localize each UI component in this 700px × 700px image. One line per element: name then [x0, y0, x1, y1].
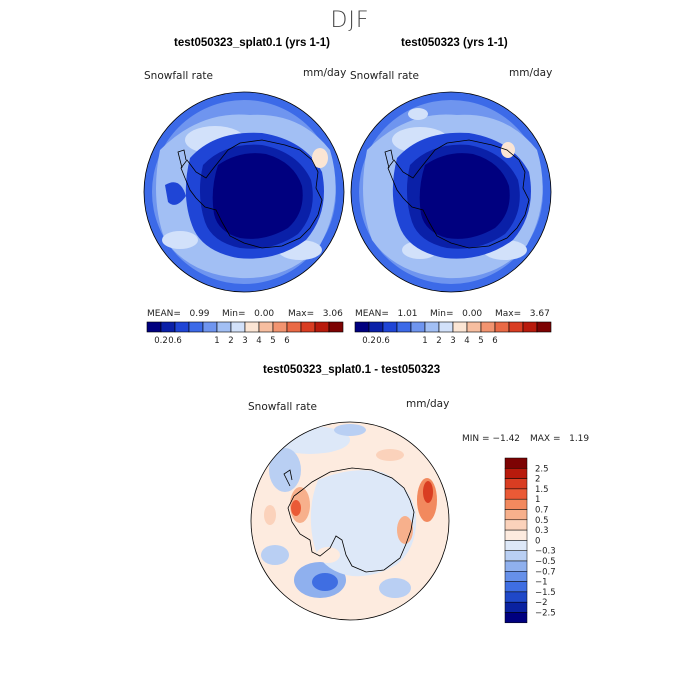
right-colorbar-box — [536, 321, 552, 333]
diff-colorbar-tick: 2 — [535, 475, 540, 485]
diff-colorbar-tick: −0.5 — [535, 557, 556, 567]
right-panel-title: test050323 (yrs 1-1) — [401, 37, 508, 49]
left-colorbar-tick: 3 — [242, 336, 247, 346]
left-colorbar-box — [188, 321, 204, 333]
diff-variable-label: Snowfall rate — [248, 401, 317, 413]
diff-colorbar-box — [504, 529, 528, 541]
diff-colorbar-tick: 0.7 — [535, 506, 549, 516]
left-colorbar-box — [174, 321, 190, 333]
left-colorbar-tick: 1 — [214, 336, 219, 346]
diff-colorbar-tick: −2.5 — [535, 609, 556, 619]
right-colorbar-box — [382, 321, 398, 333]
diff-units-label: mm/day — [406, 398, 450, 410]
diff-colorbar-tick: 1 — [535, 495, 540, 505]
diff-colorbar-box — [504, 581, 528, 593]
right-colorbar-box — [494, 321, 510, 333]
left-colorbar-box — [300, 321, 316, 333]
right-colorbar-tick: 5 — [478, 336, 483, 346]
diff-colorbar-box — [504, 591, 528, 603]
difference-panel-title: test050323_splat0.1 - test050323 — [263, 364, 441, 376]
diff-max-stat: MAX = 1.19 — [530, 434, 590, 444]
right-colorbar-box — [396, 321, 412, 333]
right-colorbar-box — [354, 321, 370, 333]
diff-min-stat: MIN = −1.42 — [462, 434, 521, 444]
right-snowfall-map — [350, 91, 552, 293]
right-variable-label: Snowfall rate — [350, 70, 419, 82]
left-colorbar-tick: 0.6 — [168, 336, 182, 346]
right-colorbar-tick: 0.6 — [376, 336, 390, 346]
right-colorbar-tick: 6 — [492, 336, 497, 346]
diff-colorbar-box — [504, 498, 528, 510]
right-colorbar-box — [452, 321, 468, 333]
diff-colorbar-box — [504, 468, 528, 479]
left-colorbar-box — [244, 321, 260, 333]
diff-colorbar-box — [504, 560, 528, 572]
diff-colorbar-tick: −1.5 — [535, 588, 556, 598]
right-colorbar-tick: 1 — [422, 336, 427, 346]
diff-colorbar-box — [504, 457, 528, 469]
left-panel-title: test050323_splat0.1 (yrs 1-1) — [174, 37, 330, 49]
diff-colorbar-tick: −2 — [535, 598, 548, 608]
left-colorbar-tick: 6 — [284, 336, 289, 346]
diff-colorbar-box — [504, 509, 528, 521]
right-colorbar-box — [466, 321, 482, 333]
right-colorbar-box — [424, 321, 440, 333]
left-colorbar-box — [160, 321, 176, 333]
diff-colorbar-box — [504, 519, 528, 531]
diff-colorbar-box — [504, 601, 528, 613]
right-colorbar-tick: 4 — [464, 336, 469, 346]
left-max-stat: Max= 3.06 — [288, 309, 343, 319]
left-colorbar-box — [146, 321, 162, 333]
right-colorbar-box — [522, 321, 538, 333]
right-min-stat: Min= 0.00 — [430, 309, 483, 319]
right-colorbar-box — [368, 321, 384, 333]
left-units-label: mm/day — [303, 67, 347, 79]
left-colorbar-tick: 4 — [256, 336, 261, 346]
right-colorbar-tick: 2 — [436, 336, 441, 346]
right-max-stat: Max= 3.67 — [495, 309, 550, 319]
right-colorbar-box — [410, 321, 426, 333]
diff-colorbar-box — [504, 540, 528, 551]
right-units-label: mm/day — [509, 67, 553, 79]
diff-colorbar-box — [504, 612, 528, 624]
left-mean-stat: MEAN= 0.99 — [147, 309, 210, 319]
left-colorbar-box — [216, 321, 232, 333]
right-colorbar-box — [438, 321, 454, 333]
diff-colorbar-tick: 0.5 — [535, 516, 549, 526]
diff-colorbar-tick: −0.3 — [535, 547, 556, 557]
left-colorbar-tick: 5 — [270, 336, 275, 346]
diff-colorbar-box — [504, 550, 528, 562]
left-min-stat: Min= 0.00 — [222, 309, 275, 319]
diff-colorbar-tick: −0.7 — [535, 567, 556, 577]
left-colorbar-box — [286, 321, 302, 333]
right-colorbar-tick: 3 — [450, 336, 455, 346]
left-colorbar-box — [258, 321, 274, 333]
left-colorbar-box — [328, 321, 344, 333]
right-mean-stat: MEAN= 1.01 — [355, 309, 418, 319]
diff-colorbar-box — [504, 571, 528, 582]
diff-colorbar-tick: 2.5 — [535, 464, 549, 474]
diff-colorbar-tick: −1 — [535, 578, 548, 588]
left-colorbar-tick: 0.2 — [154, 336, 168, 346]
right-colorbar-tick: 0.2 — [362, 336, 376, 346]
diff-colorbar-tick: 0.3 — [535, 526, 549, 536]
left-colorbar-box — [230, 321, 246, 333]
left-colorbar-box — [314, 321, 330, 333]
difference-map — [250, 421, 450, 621]
diff-colorbar-box — [504, 488, 528, 500]
left-colorbar-box — [202, 321, 218, 333]
left-variable-label: Snowfall rate — [144, 70, 213, 82]
left-colorbar-tick: 2 — [228, 336, 233, 346]
diff-colorbar-tick: 0 — [535, 536, 540, 546]
season-title: DJF — [330, 8, 370, 33]
left-colorbar-box — [272, 321, 288, 333]
right-colorbar-box — [508, 321, 524, 333]
left-snowfall-map — [143, 91, 345, 293]
diff-colorbar-tick: 1.5 — [535, 485, 549, 495]
diff-colorbar-box — [504, 478, 528, 490]
right-colorbar-box — [480, 321, 496, 333]
